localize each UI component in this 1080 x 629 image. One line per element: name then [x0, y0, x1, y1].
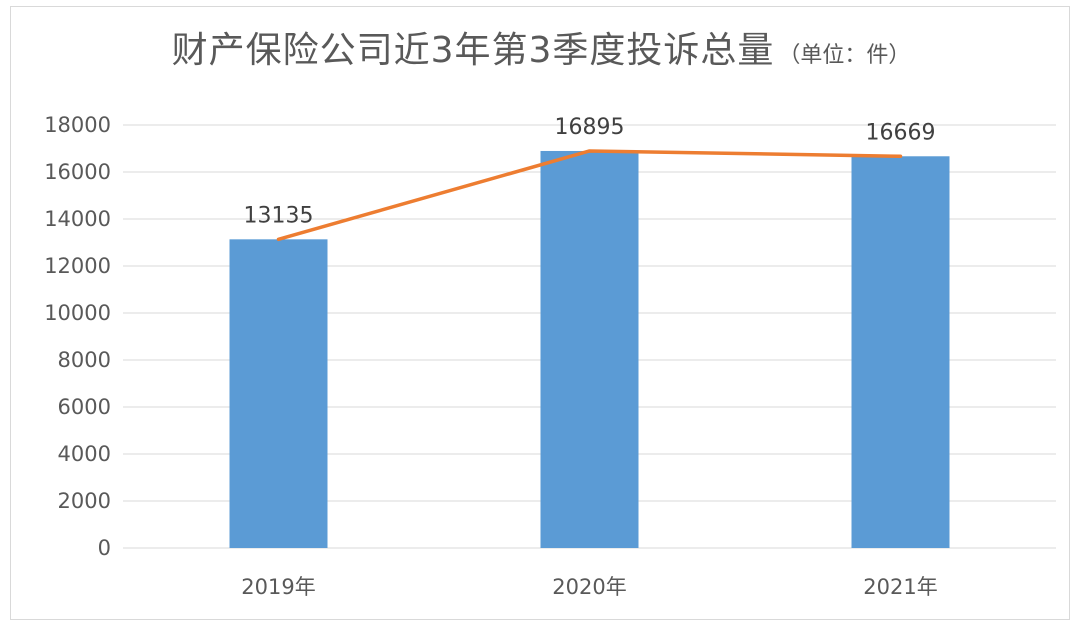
trend-line: [276, 149, 903, 242]
y-tick-label: 2000: [58, 489, 111, 513]
x-tick-label: 2019年: [241, 575, 315, 599]
y-tick-label: 8000: [58, 348, 111, 372]
bar-series: [229, 150, 950, 548]
y-tick-label: 12000: [44, 254, 111, 278]
bar: [540, 150, 639, 548]
chart-title: 财产保险公司近3年第3季度投诉总量: [171, 30, 775, 71]
chart-unit-subtitle: （单位：件）: [778, 43, 911, 68]
y-tick-label: 10000: [44, 301, 111, 325]
y-tick-label: 0: [98, 536, 111, 560]
data-label: 16669: [866, 120, 936, 145]
chart-area: 财产保险公司近3年第3季度投诉总量 （单位：件） 0 2000 4000 6000 800…: [10, 6, 1070, 620]
y-tick-label: 18000: [44, 113, 111, 137]
x-tick-label: 2021年: [863, 575, 937, 599]
y-tick-label: 6000: [58, 395, 111, 419]
y-tick-label: 4000: [58, 442, 111, 466]
bar: [851, 156, 950, 548]
data-label: 13135: [244, 203, 314, 228]
x-axis-ticks: 2019年 2020年 2021年: [241, 575, 937, 599]
x-tick-label: 2020年: [552, 575, 626, 599]
data-labels: 13135 16895 16669: [244, 115, 936, 228]
line-series: [276, 149, 903, 242]
plot-area: 0 2000 4000 6000 8000 10000 12000 14000 16000 180…: [44, 113, 1056, 599]
chart-title-block: 财产保险公司近3年第3季度投诉总量 （单位：件）: [11, 21, 1071, 73]
data-label: 16895: [555, 115, 625, 140]
y-tick-label: 16000: [44, 160, 111, 184]
y-tick-label: 14000: [44, 207, 111, 231]
y-axis-ticks: 0 2000 4000 6000 8000 10000 12000 14000 16000 180…: [44, 113, 111, 560]
bar: [229, 239, 328, 548]
